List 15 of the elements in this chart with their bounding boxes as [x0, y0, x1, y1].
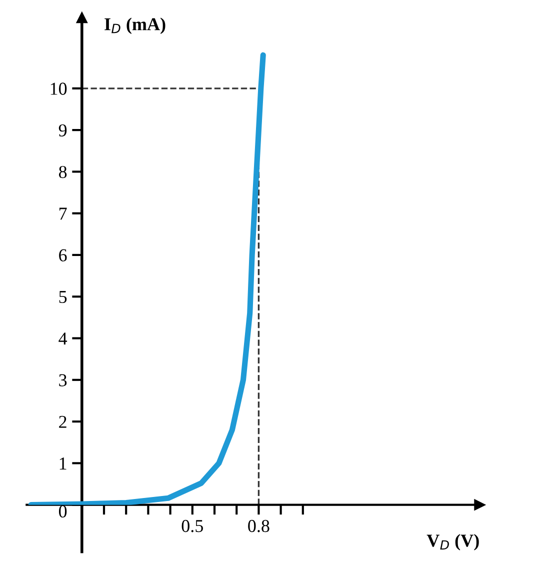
x-axis-title: V$_{D}$ (V) — [426, 534, 479, 550]
y-tick-label: 1 — [60, 458, 66, 470]
y-tick-label: 10 — [50, 82, 67, 95]
y-tick-label: 6 — [59, 249, 67, 262]
y-tick-label: 3 — [59, 374, 67, 386]
y-tick-label: 0 — [58, 505, 67, 518]
x-tick-label: 0.5 — [182, 520, 203, 532]
y-tick-label: 8 — [58, 166, 67, 178]
y-tick-label: 9 — [58, 124, 67, 136]
y-axis-title: I$_{D}$ (mA) — [104, 18, 166, 34]
x-tick-label: 0.8 — [248, 520, 270, 532]
y-tick-label: 7 — [59, 208, 67, 220]
y-tick-label: 4 — [58, 332, 68, 345]
y-tick-label: 5 — [59, 291, 67, 304]
y-tick-label: 2 — [59, 416, 66, 428]
